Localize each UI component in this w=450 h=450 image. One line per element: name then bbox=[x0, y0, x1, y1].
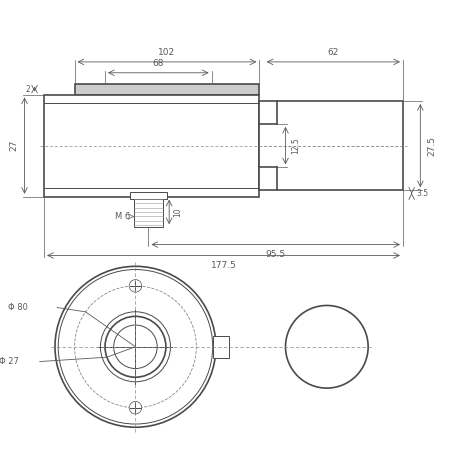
Text: 10: 10 bbox=[174, 207, 183, 217]
Bar bbox=[75, 84, 259, 94]
Text: 27: 27 bbox=[9, 140, 18, 151]
Text: 102: 102 bbox=[158, 48, 176, 57]
Text: Φ 27: Φ 27 bbox=[0, 357, 19, 366]
Text: 27.5: 27.5 bbox=[427, 135, 436, 156]
Bar bbox=[213, 336, 229, 358]
Text: 3.5: 3.5 bbox=[416, 189, 428, 198]
Circle shape bbox=[114, 325, 157, 369]
Circle shape bbox=[285, 306, 368, 388]
Text: 95.5: 95.5 bbox=[266, 250, 286, 259]
Circle shape bbox=[55, 266, 216, 427]
Text: Φ 80: Φ 80 bbox=[8, 303, 28, 312]
Text: 12.5: 12.5 bbox=[291, 137, 300, 154]
Text: M 6: M 6 bbox=[115, 212, 130, 221]
Circle shape bbox=[105, 316, 166, 377]
Bar bbox=[259, 101, 403, 190]
Text: 62: 62 bbox=[328, 48, 339, 57]
Text: 2: 2 bbox=[26, 85, 30, 94]
Bar bbox=[135, 197, 162, 227]
Bar bbox=[130, 193, 167, 199]
Text: 177.5: 177.5 bbox=[211, 261, 236, 270]
Circle shape bbox=[129, 401, 142, 414]
Circle shape bbox=[58, 270, 213, 424]
Circle shape bbox=[129, 279, 142, 292]
Bar bbox=[44, 94, 259, 197]
Circle shape bbox=[100, 312, 171, 382]
Text: 68: 68 bbox=[153, 58, 164, 68]
